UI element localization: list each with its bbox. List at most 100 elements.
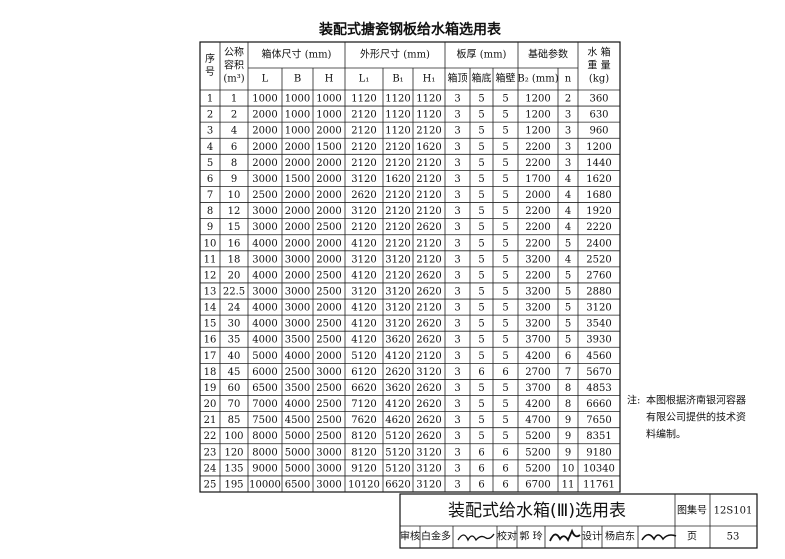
cell: 3000: [252, 254, 277, 265]
cell: 5: [565, 303, 571, 314]
cell: 2620: [416, 399, 441, 410]
cell: 9180: [586, 447, 611, 458]
cell: 2000: [316, 351, 341, 362]
cell: 2000: [252, 110, 277, 121]
cell: 4000: [285, 399, 310, 410]
cell: 6000: [252, 367, 277, 378]
cell: 5: [502, 190, 508, 201]
cell: 4: [565, 174, 571, 185]
cell: 21: [204, 415, 217, 426]
cell: 3: [454, 158, 460, 169]
cell: 5: [502, 206, 508, 217]
header-weight: 水 箱: [587, 46, 610, 59]
designer: 杨启东: [605, 530, 635, 543]
cell: 6: [231, 142, 237, 153]
cell: 3: [454, 335, 460, 346]
cell: 10: [228, 190, 241, 201]
cell: 2120: [385, 270, 410, 281]
cell: 1000: [316, 110, 341, 121]
header-capacity: (m³): [223, 74, 244, 85]
cell: 19: [204, 383, 217, 394]
atlas-label: 图集号: [677, 504, 707, 517]
cell: 13: [204, 287, 217, 298]
sub-header: H₁: [423, 74, 436, 85]
cell: 5: [565, 238, 571, 249]
cell: 5: [565, 319, 571, 330]
cell: 1: [207, 94, 213, 105]
cell: 35: [228, 335, 241, 346]
cell: 195: [224, 479, 243, 490]
cell: 5: [478, 351, 484, 362]
cell: 10000: [249, 479, 281, 490]
cell: 135: [224, 463, 243, 474]
cell: 2120: [351, 142, 376, 153]
cell: 5: [502, 270, 508, 281]
cell: 2500: [316, 399, 341, 410]
cell: 4000: [285, 351, 310, 362]
cell: 3000: [285, 254, 310, 265]
cell: 2000: [252, 158, 277, 169]
cell: 2200: [525, 270, 550, 281]
cell: 4120: [351, 238, 376, 249]
cell: 3: [454, 238, 460, 249]
cell: 2: [231, 110, 237, 121]
cell: 3120: [385, 303, 410, 314]
cell: 3: [565, 158, 571, 169]
cell: 2000: [285, 270, 310, 281]
cell: 7: [207, 190, 213, 201]
cell: 6700: [525, 479, 550, 490]
cell: 1200: [525, 94, 550, 105]
cell: 6: [502, 479, 508, 490]
cell: 3200: [525, 254, 550, 265]
cell: 6: [207, 174, 213, 185]
cell: 4000: [252, 270, 277, 281]
cell: 5200: [525, 431, 550, 442]
cell: 2120: [385, 222, 410, 233]
design-label: 设计: [582, 530, 602, 543]
sub-header: 箱顶: [448, 72, 468, 85]
cell: 5: [502, 335, 508, 346]
cell: 1120: [416, 110, 441, 121]
cell: 2120: [351, 158, 376, 169]
cell: 2500: [285, 367, 310, 378]
cell: 4: [565, 206, 571, 217]
cell: 3930: [586, 335, 611, 346]
cell: 2500: [316, 222, 341, 233]
cell: 5: [502, 94, 508, 105]
cell: 6: [478, 447, 484, 458]
cell: 4120: [351, 270, 376, 281]
cell: 5: [478, 287, 484, 298]
cell: 2620: [416, 335, 441, 346]
cell: 5: [502, 351, 508, 362]
cell: 3: [454, 126, 460, 137]
cell: 2120: [351, 126, 376, 137]
cell: 16: [228, 238, 241, 249]
cell: 2120: [385, 190, 410, 201]
cell: 16: [204, 335, 217, 346]
cell: 1120: [416, 94, 441, 105]
cell: 3000: [285, 303, 310, 314]
cell: 3500: [285, 335, 310, 346]
cell: 5: [478, 142, 484, 153]
cell: 8: [565, 383, 571, 394]
cell: 2120: [416, 238, 441, 249]
cell: 3000: [252, 206, 277, 217]
sub-header: L: [262, 74, 269, 85]
cell: 2620: [385, 367, 410, 378]
cell: 2000: [252, 126, 277, 137]
cell: 8: [565, 399, 571, 410]
cell: 2620: [416, 287, 441, 298]
cell: 5: [502, 254, 508, 265]
cell: 4: [565, 190, 571, 201]
cell: 3000: [285, 287, 310, 298]
cell: 2700: [525, 367, 550, 378]
cell: 5670: [586, 367, 611, 378]
cell: 11: [562, 479, 575, 490]
cell: 360: [589, 94, 608, 105]
cell: 3620: [385, 335, 410, 346]
cell: 5: [478, 270, 484, 281]
cell: 8: [207, 206, 213, 217]
cell: 3000: [316, 447, 341, 458]
group-header: 外形尺寸 (mm): [360, 48, 430, 61]
